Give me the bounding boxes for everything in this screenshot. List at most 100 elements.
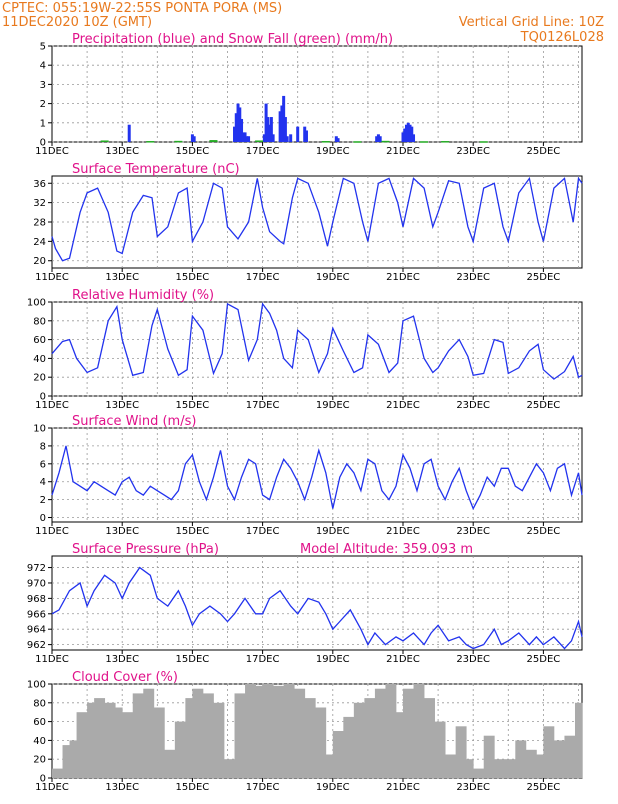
cloud-bar <box>223 759 235 778</box>
temp-xtick-label: 21DEC <box>386 272 420 283</box>
cloud-bar <box>374 688 386 778</box>
cloud-bar <box>525 749 537 778</box>
temp-line <box>51 176 583 262</box>
precip-bar <box>334 136 338 142</box>
precip-bar <box>190 134 194 142</box>
cloud-bar <box>473 768 485 778</box>
precip-bar <box>243 132 247 142</box>
snow-bar <box>441 141 450 143</box>
cloud-bar <box>543 726 555 778</box>
cloud-bar <box>234 693 246 778</box>
cloud-bar <box>413 684 425 778</box>
precip-bar <box>269 117 273 142</box>
cloud-bar <box>87 702 95 778</box>
cloud-bar <box>255 685 263 778</box>
cloud-bar <box>69 740 77 778</box>
header-station: CPTEC: 055:19W-22:55S PONTA PORA (MS) <box>2 1 282 16</box>
cloud-bar <box>192 688 204 778</box>
precip-ytick-label: 4 <box>40 61 46 72</box>
pressure-ytick-label: 968 <box>27 594 46 605</box>
precip-ytick-label: 1 <box>40 118 46 129</box>
cloud-bar <box>564 735 576 778</box>
temp-xtick-label: 25DEC <box>527 272 561 283</box>
precip-bar <box>280 105 284 142</box>
rh-title: Relative Humidity (%) <box>72 288 214 303</box>
wind-xtick-label: 17DEC <box>246 526 280 537</box>
cloud-xtick-label: 23DEC <box>456 782 490 793</box>
cloud-xtick-label: 21DEC <box>386 782 420 793</box>
cloud-bar <box>164 749 176 778</box>
pressure-xtick-label: 19DEC <box>316 654 350 665</box>
cloud-bar <box>395 712 404 778</box>
snow-bar <box>146 141 155 143</box>
cloud-bar <box>455 726 467 778</box>
rh-xtick-label: 25DEC <box>527 400 561 411</box>
precip-bar <box>410 126 414 142</box>
rh-xtick-label: 13DEC <box>105 400 139 411</box>
cloud-bar <box>273 685 285 778</box>
cloud-ytick-label: 20 <box>33 755 46 766</box>
rh-line <box>51 302 583 380</box>
snow-bar <box>255 140 264 142</box>
precip-ytick-label: 3 <box>40 80 46 91</box>
snow-bar <box>353 141 362 143</box>
precip-title: Precipitation (blue) and Snow Fall (gree… <box>72 32 393 47</box>
temp-ytick-label: 28 <box>33 218 46 229</box>
cloud-bar <box>94 698 106 778</box>
cloud-bar <box>402 688 414 778</box>
cloud-ytick-label: 60 <box>33 717 46 728</box>
precip-bar <box>403 128 407 142</box>
precip-frame <box>51 45 583 143</box>
cloud-bar <box>202 693 214 778</box>
cloud-xtick-label: 13DEC <box>105 782 139 793</box>
cloud-bar <box>325 754 334 778</box>
pressure-ytick-label: 970 <box>27 578 46 589</box>
precip-bar <box>408 124 412 142</box>
wind-ytick-label: 2 <box>40 495 46 506</box>
cloud-bar <box>143 688 155 778</box>
temp-xtick-label: 13DEC <box>105 272 139 283</box>
temp-panel: 20 24 28 32 36 11DEC 13DEC 15DEC 17DEC 19DEC 21DEC… <box>33 162 583 283</box>
header-grid-line: Vertical Grid Line: 10Z <box>459 15 604 30</box>
pressure-xtick-label: 23DEC <box>456 654 490 665</box>
cloud-xtick-label: 25DEC <box>527 782 561 793</box>
pressure-ytick-label: 972 <box>27 563 46 574</box>
cloud-xtick-label: 11DEC <box>35 782 69 793</box>
temp-xtick-label: 15DEC <box>176 272 210 283</box>
snow-bar <box>209 140 218 142</box>
cloud-bar <box>213 702 225 778</box>
cloud-bar <box>115 707 123 778</box>
cloud-bar <box>424 698 435 778</box>
temp-xtick-label: 19DEC <box>316 272 350 283</box>
wind-panel: 0 2 4 6 8 10 11DEC 13DEC 15DEC 17DEC 19DEC 21DEC 23D… <box>33 414 583 537</box>
cloud-bar <box>304 698 316 778</box>
precip-bar <box>283 117 287 142</box>
precip-bar <box>336 138 340 142</box>
precip-ytick-label: 2 <box>40 99 46 110</box>
wind-title: Surface Wind (m/s) <box>72 414 196 429</box>
cloud-bar <box>245 684 256 778</box>
cloud-ytick-label: 40 <box>33 736 46 747</box>
rh-ytick-label: 40 <box>33 354 46 365</box>
cloud-xtick-label: 17DEC <box>246 782 280 793</box>
cloud-bar <box>504 759 516 778</box>
cloud-bar <box>574 702 583 778</box>
pressure-xtick-label: 21DEC <box>386 654 420 665</box>
pressure-panel: 962 964 966 968 970 972 11DEC 13DEC 15DEC 17DEC 19… <box>27 542 583 665</box>
precip-xtick-label: 19DEC <box>316 146 350 157</box>
pressure-xtick-label: 13DEC <box>105 654 139 665</box>
precip-bar <box>245 136 249 142</box>
rh-xtick-label: 17DEC <box>246 400 280 411</box>
precip-bar <box>240 118 244 142</box>
pressure-xtick-label: 11DEC <box>35 654 69 665</box>
cloud-bar <box>494 759 506 778</box>
cloud-bar <box>466 759 474 778</box>
precip-ytick-label: 5 <box>40 42 46 53</box>
wind-xtick-label: 25DEC <box>527 526 561 537</box>
wind-ytick-label: 4 <box>40 477 46 488</box>
pressure-ytick-label: 964 <box>27 625 46 636</box>
cloud-bar <box>52 768 63 778</box>
pressure-title: Surface Pressure (hPa) <box>72 542 219 557</box>
cloud-ytick-label: 0 <box>40 774 46 785</box>
cloud-xtick-label: 15DEC <box>176 782 210 793</box>
